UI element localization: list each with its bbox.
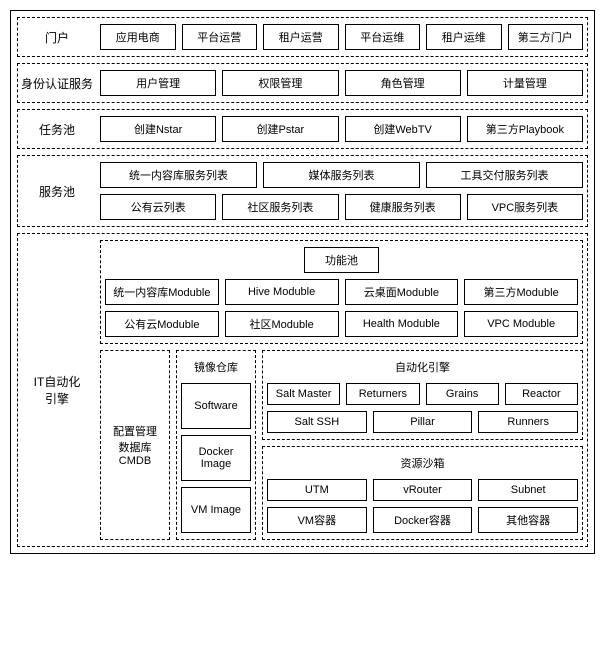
moduble-item: VPC Moduble	[464, 311, 578, 337]
portal-item: 平台运维	[345, 24, 421, 50]
image-item: VM Image	[181, 487, 251, 533]
it-engine-label: IT自动化 引擎	[18, 234, 96, 546]
auth-section: 身份认证服务 用户管理 权限管理 角色管理 计量管理	[17, 63, 588, 103]
moduble-item: 公有云Moduble	[105, 311, 219, 337]
engine-item: Salt SSH	[267, 411, 367, 433]
task-pool-label: 任务池	[18, 110, 96, 148]
portal-item: 租户运维	[426, 24, 502, 50]
task-pool-section: 任务池 创建Nstar 创建Pstar 创建WebTV 第三方Playbook	[17, 109, 588, 149]
service-item: 统一内容库服务列表	[100, 162, 257, 188]
func-pool-title: 功能池	[304, 247, 379, 273]
image-repo-panel: 镜像仓库 Software Docker Image VM Image	[176, 350, 256, 540]
moduble-item: 云桌面Moduble	[345, 279, 459, 305]
service-pool-label: 服务池	[18, 156, 96, 226]
architecture-diagram: 门户 应用电商 平台运营 租户运营 平台运维 租户运维 第三方门户 身份认证服务…	[10, 10, 595, 554]
moduble-item: Health Moduble	[345, 311, 459, 337]
portal-item: 平台运营	[182, 24, 258, 50]
auto-engine-label: 自动化引擎	[267, 357, 578, 377]
engine-item: Pillar	[373, 411, 473, 433]
task-item: 创建Pstar	[222, 116, 338, 142]
moduble-item: 第三方Moduble	[464, 279, 578, 305]
lower-panels-row: 配置管理 数据库 CMDB 镜像仓库 Software Docker Image…	[100, 350, 583, 540]
auth-item: 计量管理	[467, 70, 583, 96]
sandbox-item: Docker容器	[373, 507, 473, 533]
sandbox-item: UTM	[267, 479, 367, 501]
auto-engine-panel: 自动化引擎 Salt Master Returners Grains React…	[262, 350, 583, 440]
engine-item: Reactor	[505, 383, 578, 405]
service-pool-section: 服务池 统一内容库服务列表 媒体服务列表 工具交付服务列表 公有云列表 社区服务…	[17, 155, 588, 227]
image-item: Software	[181, 383, 251, 429]
moduble-item: 统一内容库Moduble	[105, 279, 219, 305]
engine-item: Grains	[426, 383, 499, 405]
service-item: 公有云列表	[100, 194, 216, 220]
portal-item: 租户运营	[263, 24, 339, 50]
sandbox-item: VM容器	[267, 507, 367, 533]
auth-item: 用户管理	[100, 70, 216, 96]
image-repo-label: 镜像仓库	[181, 357, 251, 377]
service-item: VPC服务列表	[467, 194, 583, 220]
engine-item: Returners	[346, 383, 419, 405]
engine-item: Salt Master	[267, 383, 340, 405]
engine-item: Runners	[478, 411, 578, 433]
func-pool-panel: 功能池 统一内容库Moduble Hive Moduble 云桌面Moduble…	[100, 240, 583, 344]
service-item: 媒体服务列表	[263, 162, 420, 188]
image-item: Docker Image	[181, 435, 251, 481]
moduble-item: 社区Moduble	[225, 311, 339, 337]
sandbox-label: 资源沙箱	[267, 453, 578, 473]
task-item: 第三方Playbook	[467, 116, 583, 142]
auth-item: 角色管理	[345, 70, 461, 96]
service-item: 社区服务列表	[222, 194, 338, 220]
service-item: 工具交付服务列表	[426, 162, 583, 188]
it-engine-section: IT自动化 引擎 功能池 统一内容库Moduble Hive Moduble 云…	[17, 233, 588, 547]
portal-item: 应用电商	[100, 24, 176, 50]
auth-label: 身份认证服务	[18, 64, 96, 102]
portal-label: 门户	[18, 18, 96, 56]
sandbox-panel: 资源沙箱 UTM vRouter Subnet VM容器 Docker容器 其他…	[262, 446, 583, 540]
moduble-item: Hive Moduble	[225, 279, 339, 305]
sandbox-item: Subnet	[478, 479, 578, 501]
task-item: 创建WebTV	[345, 116, 461, 142]
sandbox-item: 其他容器	[478, 507, 578, 533]
portal-item: 第三方门户	[508, 24, 584, 50]
cmdb-label: 配置管理 数据库 CMDB	[105, 421, 165, 469]
sandbox-item: vRouter	[373, 479, 473, 501]
cmdb-panel: 配置管理 数据库 CMDB	[100, 350, 170, 540]
auth-item: 权限管理	[222, 70, 338, 96]
portal-section: 门户 应用电商 平台运营 租户运营 平台运维 租户运维 第三方门户	[17, 17, 588, 57]
task-item: 创建Nstar	[100, 116, 216, 142]
service-item: 健康服务列表	[345, 194, 461, 220]
